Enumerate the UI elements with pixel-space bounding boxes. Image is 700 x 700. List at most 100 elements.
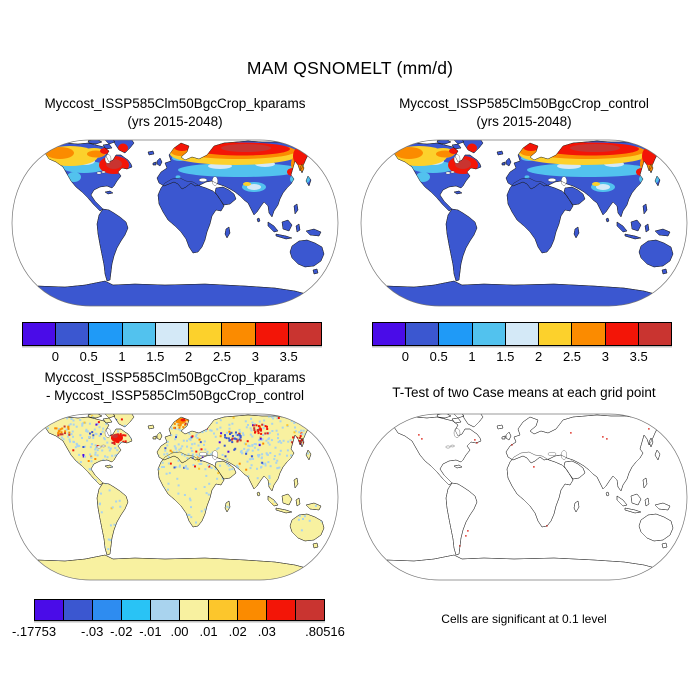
continents (37, 414, 332, 580)
colorbar-tick-label: 1.5 (146, 349, 165, 364)
projection-boundary (360, 139, 688, 307)
britain (156, 157, 163, 167)
australia (289, 513, 325, 542)
africa (506, 177, 574, 254)
colorbar-cell (504, 322, 540, 346)
coastline-overlay (386, 414, 681, 580)
colorbar-tick-label: 3.5 (629, 349, 648, 364)
colorbar-tick-row: 0 0.5 1 1.5 2 2.5 3 3.5 (372, 349, 672, 365)
colorbar-tick-label: 3 (601, 349, 609, 364)
colorbar-tick-label: 2 (185, 349, 193, 364)
map-top-left-kparams (10, 134, 340, 312)
colorbar-cell (287, 322, 322, 346)
map-bottom-right-ttest (359, 408, 689, 586)
north-america (44, 416, 133, 486)
colorbar-tick-label: 0.5 (429, 349, 448, 364)
colorbar-tick-label: 1 (468, 349, 476, 364)
colorbar-cell (121, 599, 151, 621)
colorbar-cell (571, 322, 606, 346)
panel-title-bottom-left: Myccost_ISSP585Clm50BgcCrop_kparams - My… (10, 369, 340, 404)
colorbar-tick-label: .02 (228, 624, 247, 639)
north-america (393, 416, 482, 486)
map-bottom-left-difference (10, 408, 340, 586)
case-name-control: Myccost_ISSP585Clm50BgcCrop_control (399, 96, 649, 111)
world-map-svg (360, 413, 688, 581)
colorbar-cell (92, 599, 122, 621)
new-zealand (674, 267, 681, 277)
colorbar-cell (188, 322, 223, 346)
australia (638, 513, 674, 542)
colorbar-cell (150, 599, 180, 621)
colorbar-cells (372, 322, 672, 346)
colorbar-cell (179, 599, 209, 621)
colorbar-tick-label: -.01 (139, 624, 162, 639)
africa (506, 451, 574, 528)
britain (505, 431, 512, 441)
australia (638, 239, 674, 268)
coastline-overlay (37, 414, 332, 580)
colorbar-tick-label: 0.5 (79, 349, 98, 364)
colorbar-cell (34, 599, 64, 621)
figure-title: MAM QSNOMELT (mm/d) (246, 58, 454, 78)
colorbar-cell (22, 322, 57, 346)
australia (289, 239, 325, 268)
new-guinea (654, 502, 671, 511)
japan (305, 449, 312, 461)
colorbar-cell (438, 322, 473, 346)
colorbar-tick-label: .00 (170, 624, 189, 639)
colorbar-top-left: 0 0.5 1 1.5 2 2.5 3 3.5 (22, 322, 322, 365)
world-map-svg (11, 139, 339, 307)
colorbar-cell (63, 599, 93, 621)
colorbar-cell (295, 599, 325, 621)
britain (505, 157, 512, 167)
lakes (445, 154, 567, 186)
colorbar-tick-label: .80516 (305, 624, 345, 639)
colorbar-cell (221, 322, 256, 346)
new-zealand (325, 267, 332, 277)
projection-boundary (11, 413, 339, 581)
difference-title-line2: - Myccost_ISSP585Clm50BgcCrop_control (45, 387, 305, 403)
colorbar-tick-label: -.03 (80, 624, 104, 639)
new-guinea (305, 228, 322, 237)
colorbar-cell (254, 322, 289, 346)
colorbar-tick-row: -.17753 -.03 -.02 -.01 .00 .01 .02 .03 .80516 (12, 624, 345, 640)
colorbar-cells (34, 599, 325, 621)
coastline-overlay (37, 140, 332, 306)
colorbar-cell (405, 322, 440, 346)
colorbar-tick-label: 1 (118, 349, 126, 364)
colorbar-cell (604, 322, 639, 346)
caribbean (453, 190, 463, 195)
colorbar-cell (88, 322, 123, 346)
sumatra (616, 221, 628, 233)
panel-title-top-right: Myccost_ISSP585Clm50BgcCrop_control (yrs… (359, 95, 689, 130)
colorbar-cell (266, 599, 296, 621)
colorbar-cell (538, 322, 573, 346)
colorbar-tick-label: .01 (199, 624, 218, 639)
projection-boundary (360, 413, 688, 581)
colorbar-cell (121, 322, 156, 346)
colorbar-tick-label: -.02 (110, 624, 133, 639)
colorbar-cell (154, 322, 190, 346)
map-top-right-control (359, 134, 689, 312)
years-range: (yrs 2015-2048) (127, 113, 223, 129)
greenland (461, 414, 484, 428)
greenland (112, 414, 135, 428)
colorbar-tick-label: 0 (401, 349, 409, 364)
colorbar-tick-label: 1.5 (496, 349, 515, 364)
new-guinea (305, 502, 322, 511)
colorbar-tick-row: 0 0.5 1 1.5 2 2.5 3 3.5 (22, 349, 322, 365)
panel-title-top-left: Myccost_ISSP585Clm50BgcCrop_kparams (yrs… (10, 95, 340, 130)
coastline-overlay (386, 140, 681, 306)
new-zealand (325, 541, 332, 551)
case-name-kparams: Myccost_ISSP585Clm50BgcCrop_kparams (44, 96, 306, 111)
colorbar-tick-label: .03 (257, 624, 276, 639)
colorbar-cells (22, 322, 322, 346)
colorbar-tick-label: 3 (251, 349, 259, 364)
colorbar-tick-label: 3.5 (279, 349, 298, 364)
world-map-svg (360, 139, 688, 307)
colorbar-tick-label: 0 (51, 349, 59, 364)
world-map-svg (11, 413, 339, 581)
new-zealand (674, 541, 681, 551)
colorbar-cell (237, 599, 267, 621)
